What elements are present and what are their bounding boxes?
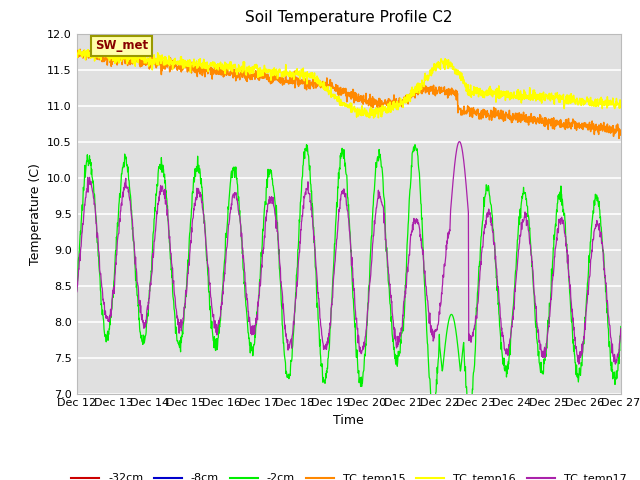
X-axis label: Time: Time (333, 414, 364, 427)
Title: Soil Temperature Profile C2: Soil Temperature Profile C2 (245, 11, 452, 25)
Legend: -32cm, -8cm, -2cm, TC_temp15, TC_temp16, TC_temp17: -32cm, -8cm, -2cm, TC_temp15, TC_temp16,… (67, 469, 630, 480)
Text: SW_met: SW_met (95, 39, 148, 52)
Y-axis label: Temperature (C): Temperature (C) (29, 163, 42, 264)
